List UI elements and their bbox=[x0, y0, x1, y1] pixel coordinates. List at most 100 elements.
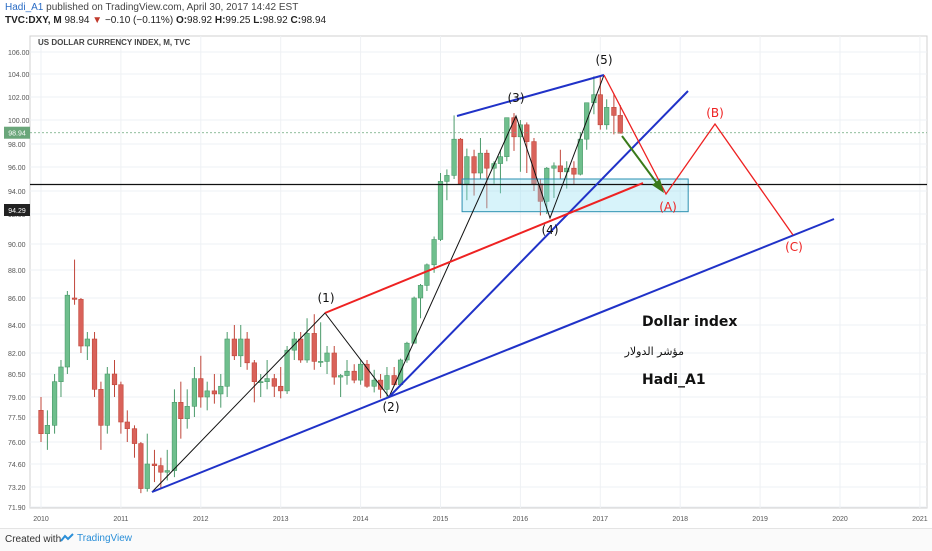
candle-body bbox=[444, 175, 450, 182]
line-badge: 94.29 bbox=[8, 208, 26, 215]
x-tick-label: 2021 bbox=[912, 516, 928, 523]
note-author: Hadi_A1 bbox=[642, 372, 706, 388]
candle-body bbox=[557, 165, 563, 173]
drawings: (1) (2) (3) (4) (5) (A) (B) (C) Dollar index مؤشر… bbox=[30, 53, 927, 493]
low-value: 98.92 bbox=[262, 15, 288, 26]
candle-body bbox=[138, 443, 144, 489]
candle-body bbox=[338, 375, 344, 378]
x-tick-label: 2011 bbox=[113, 516, 128, 523]
chart-title: US DOLLAR CURRENCY INDEX, M, TVC bbox=[38, 38, 191, 47]
candle-body bbox=[144, 463, 150, 489]
candle-body bbox=[551, 165, 557, 169]
inner-trend-line bbox=[388, 90, 689, 398]
publish-info: Hadi_A1 published on TradingView.com, Ap… bbox=[5, 2, 298, 13]
axes: 106.00 104.00 102.00 100.00 98.00 96.00 94.00 9… bbox=[4, 38, 928, 523]
candle-body bbox=[111, 373, 118, 386]
candle-body bbox=[417, 285, 424, 299]
y-tick-label: 84.00 bbox=[8, 323, 26, 330]
price-badge-bg bbox=[4, 126, 30, 139]
note-title: Dollar index bbox=[642, 314, 737, 330]
candle-body bbox=[511, 117, 517, 138]
y-tick-label: 73.20 bbox=[8, 485, 26, 492]
candle-body bbox=[617, 115, 623, 134]
candle-body bbox=[324, 352, 330, 362]
candle-body bbox=[71, 297, 78, 300]
chart-header: Hadi_A1 published on TradingView.com, Ap… bbox=[0, 0, 932, 28]
candle-body bbox=[224, 338, 230, 387]
candle-body bbox=[118, 384, 124, 423]
open-value: 98.92 bbox=[187, 15, 213, 26]
y-tick-label: 74.60 bbox=[8, 462, 26, 469]
candle-body bbox=[51, 381, 58, 426]
candle-body bbox=[304, 333, 310, 361]
high-value: 99.25 bbox=[225, 15, 251, 26]
candle-body bbox=[218, 385, 224, 395]
elliott-wave-lines bbox=[151, 74, 605, 493]
note-arabic: مؤشر الدولار bbox=[624, 345, 685, 358]
green-arrow-line bbox=[621, 135, 660, 187]
tradingview-logo-icon bbox=[60, 533, 74, 542]
footer: Created with TradingView bbox=[0, 528, 932, 551]
candle-body bbox=[244, 338, 250, 364]
candle-body bbox=[564, 167, 570, 173]
close-label: C: bbox=[290, 15, 302, 26]
y-tick-label: 104.00 bbox=[8, 72, 30, 79]
author-link[interactable]: Hadi_A1 bbox=[5, 2, 44, 13]
chart-grid bbox=[29, 35, 928, 509]
last-price: 98.94 bbox=[64, 15, 90, 26]
red-trend-line bbox=[324, 182, 644, 314]
candle-body bbox=[384, 375, 390, 390]
candle-body bbox=[344, 370, 350, 376]
published-text: published on TradingView.com, April 30, … bbox=[43, 2, 299, 13]
plot-area bbox=[29, 35, 928, 509]
y-tick-label: 100.00 bbox=[8, 118, 30, 125]
candle-body bbox=[204, 390, 210, 398]
open-label: O: bbox=[175, 15, 188, 26]
candle-body bbox=[364, 363, 370, 387]
candle-body bbox=[131, 428, 138, 444]
y-tick-label: 102.00 bbox=[8, 95, 30, 102]
candle-body bbox=[437, 181, 444, 240]
x-tick-label: 2019 bbox=[752, 516, 768, 523]
candles bbox=[38, 76, 623, 494]
wave-label: (B) bbox=[706, 106, 724, 120]
candle-body bbox=[178, 402, 184, 419]
x-tick-label: 2012 bbox=[193, 516, 209, 523]
y-tick-label: 71.90 bbox=[8, 505, 26, 512]
tradingview-brand[interactable]: TradingView bbox=[77, 533, 133, 544]
candle-body bbox=[457, 138, 464, 185]
wave-label: (4) bbox=[542, 223, 559, 237]
change-value: −0.10 (−0.11%) bbox=[104, 15, 174, 26]
green-arrow-head bbox=[652, 179, 664, 193]
candle-body bbox=[171, 402, 178, 471]
low-label: L: bbox=[253, 15, 263, 26]
candle-body bbox=[211, 390, 217, 395]
y-tick-label: 77.50 bbox=[8, 415, 26, 422]
candle-body bbox=[98, 389, 104, 426]
y-tick-label: 79.00 bbox=[8, 395, 26, 402]
candle-body bbox=[431, 239, 437, 266]
candle-body bbox=[391, 375, 397, 386]
candle-body bbox=[151, 463, 158, 466]
candle-body bbox=[357, 363, 364, 381]
y-tick-label: 82.00 bbox=[8, 351, 26, 358]
x-tick-label: 2010 bbox=[33, 516, 49, 523]
candle-body bbox=[264, 378, 270, 382]
y-tick-label: 80.50 bbox=[8, 372, 26, 379]
line-badge-bg bbox=[4, 204, 30, 216]
candle-body bbox=[318, 361, 324, 363]
candle-body bbox=[184, 406, 190, 419]
candle-body bbox=[517, 124, 523, 138]
candle-body bbox=[477, 152, 484, 174]
candle-body bbox=[271, 378, 277, 387]
candle-body bbox=[531, 141, 537, 185]
candle-body bbox=[298, 338, 304, 361]
lower-trend-line bbox=[151, 218, 835, 493]
candle-body bbox=[351, 370, 357, 381]
candle-body bbox=[377, 379, 384, 390]
x-tick-label: 2017 bbox=[593, 516, 609, 523]
candle-body bbox=[571, 167, 577, 175]
high-label: H: bbox=[214, 15, 226, 26]
y-tick-label: 106.00 bbox=[8, 50, 30, 57]
